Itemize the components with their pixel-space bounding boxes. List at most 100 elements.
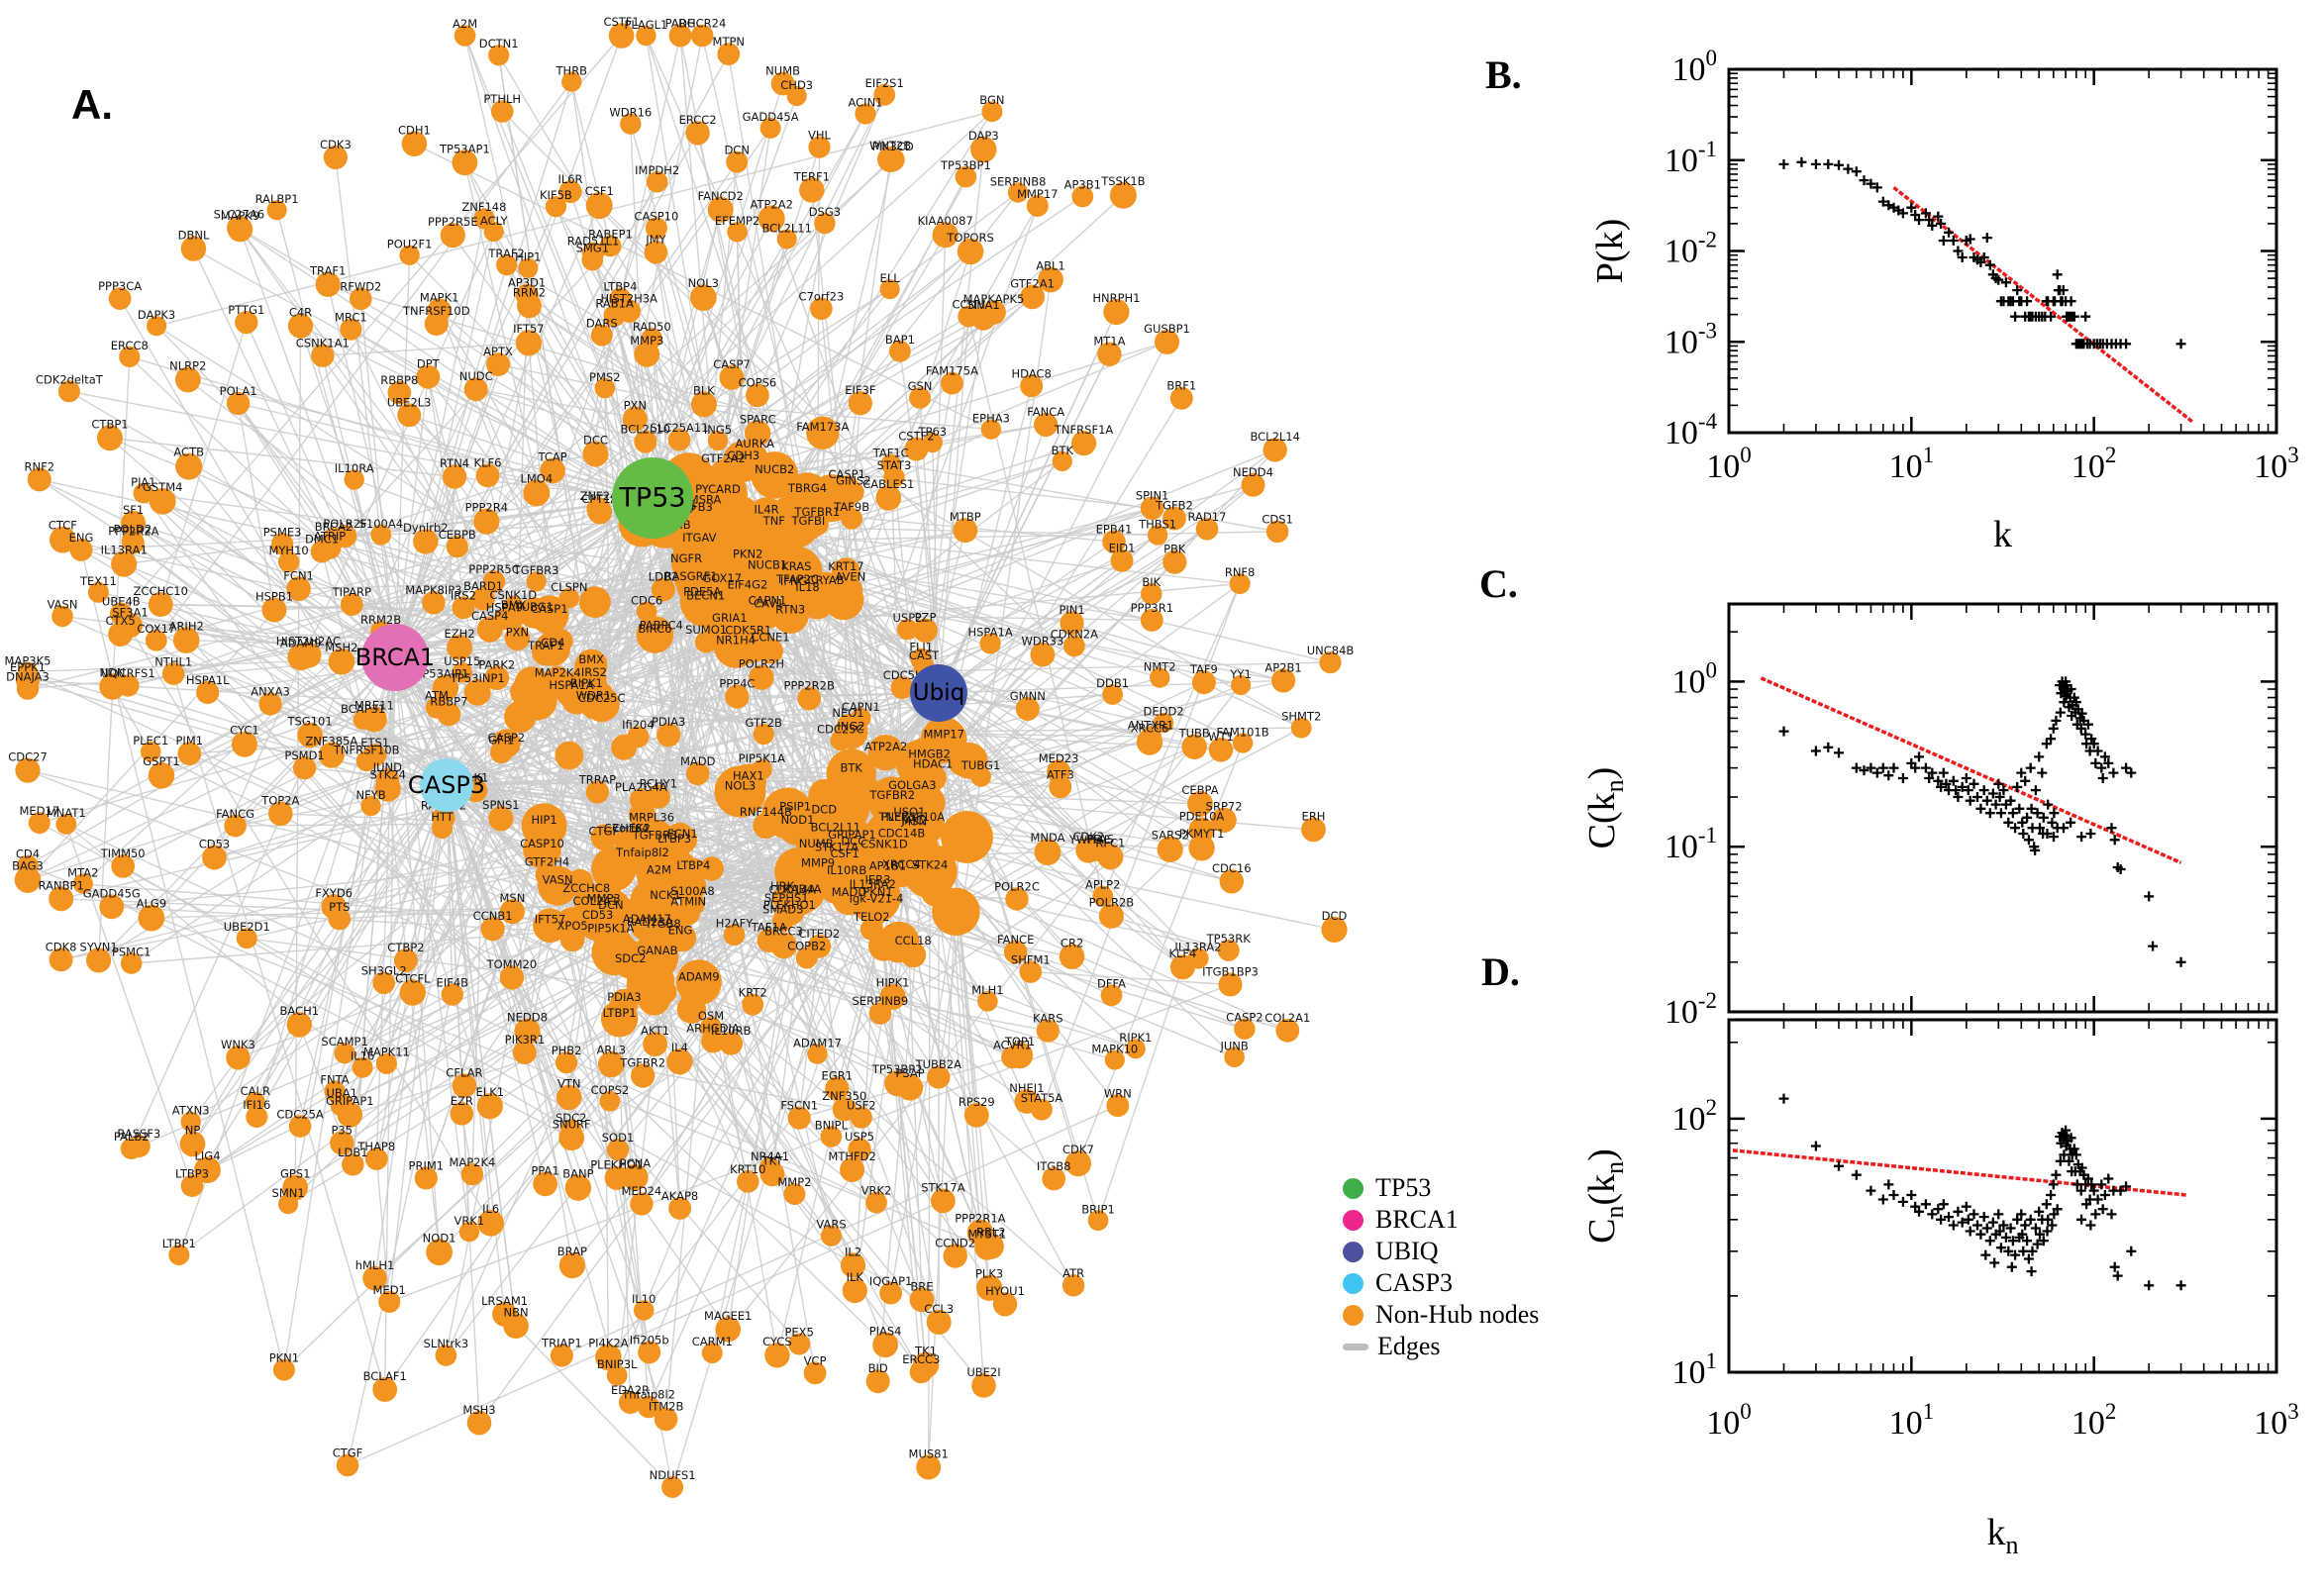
network-edge	[640, 601, 707, 800]
legend-label: CASP3	[1375, 1268, 1454, 1297]
data-point	[2175, 339, 2186, 349]
data-point	[1888, 762, 1899, 773]
data-point	[1938, 1199, 1949, 1210]
network-edge	[1042, 653, 1164, 724]
legend-label: UBIQ	[1375, 1237, 1439, 1265]
data-point	[1914, 751, 1924, 762]
plot-B: 100 101 102 103 100 10-1 10-2 10-3 10-4 k P(k)	[1589, 46, 2299, 555]
network-edge	[334, 513, 682, 1092]
legend-item-ubiq: UBIQ	[1343, 1236, 1539, 1267]
data-point	[1883, 1179, 1894, 1190]
network-edge	[849, 897, 1235, 1058]
data-point	[2022, 812, 2033, 823]
panel-label-a: A.	[71, 81, 113, 128]
data-point	[2112, 1270, 2123, 1281]
fit-line	[1732, 1148, 2186, 1197]
network-edge	[155, 111, 993, 327]
plot-D: 100 101 102 103 102 101 kn Cn(kn)	[1581, 1018, 2299, 1559]
network-edge	[439, 309, 654, 499]
data-point	[1953, 792, 1964, 802]
data-point	[1778, 158, 1789, 169]
data-point	[2048, 1179, 2059, 1190]
data-point	[2034, 751, 2045, 762]
axis-tick-label: 102	[2071, 443, 2117, 485]
legend-item-tp53: TP53	[1343, 1172, 1539, 1204]
axis-tick-label: 101	[1889, 443, 1935, 485]
network-edge	[361, 678, 558, 1068]
node-swatch-icon	[1343, 1177, 1364, 1199]
data-point	[2030, 785, 2041, 796]
data-point	[1897, 773, 1908, 783]
data-point	[2066, 817, 2076, 828]
network-edge	[1110, 829, 1202, 917]
data-point	[1778, 726, 1789, 737]
data-point	[2047, 817, 2058, 828]
network-edge	[446, 784, 517, 1327]
data-point	[2175, 956, 2186, 967]
data-point	[2106, 1209, 2117, 1220]
legend-item-casp3: CASP3	[1343, 1267, 1539, 1299]
network-edge	[207, 691, 371, 807]
axis-ticks	[1727, 67, 2278, 435]
plot-frame	[1727, 67, 2278, 435]
axis-tick-label: 10-4	[1665, 409, 1718, 451]
network-edge	[786, 250, 971, 814]
axis-tick-label: 10-3	[1665, 318, 1717, 360]
network-edge	[247, 938, 665, 993]
network-node	[725, 496, 758, 530]
data-point	[1948, 1220, 1959, 1231]
data-point	[1871, 767, 1882, 778]
data-point	[1980, 1249, 1991, 1260]
network-edge	[188, 465, 448, 786]
data-point	[1810, 746, 1821, 756]
network-edge	[27, 864, 988, 1248]
network-edge	[692, 871, 771, 1169]
panel-label-b: B.	[1485, 52, 1522, 97]
network-edge	[347, 1200, 944, 1466]
data-point	[1969, 778, 1979, 789]
data-point	[1993, 778, 2004, 789]
network-edge	[388, 983, 1231, 1303]
network-edge	[27, 245, 612, 881]
scatter-points	[1778, 676, 2186, 967]
network-edge	[463, 161, 654, 499]
network-edge	[394, 264, 508, 658]
network-edge	[394, 656, 612, 1065]
data-point	[1796, 156, 1807, 167]
scatter-points	[1778, 156, 2186, 349]
axis-tick-label: 10-1	[1665, 823, 1717, 865]
network-edge	[798, 946, 820, 1119]
data-point	[1834, 159, 1844, 170]
data-point	[2012, 781, 2023, 792]
network-edge	[123, 563, 448, 786]
data-point	[2126, 1246, 2137, 1256]
network-edge	[39, 478, 134, 543]
network-edge	[155, 325, 596, 603]
data-point	[1834, 1160, 1844, 1171]
network-edge	[557, 678, 930, 768]
network-edge	[300, 325, 654, 499]
network-edge	[653, 980, 749, 1182]
network-edge	[938, 692, 1222, 750]
network-edge	[913, 736, 1152, 829]
data-point	[1810, 1141, 1821, 1151]
network-edge	[679, 889, 873, 1209]
network-edge	[938, 559, 1123, 694]
data-point	[1995, 808, 2006, 819]
data-point	[2051, 1169, 2062, 1180]
network-edge	[648, 896, 875, 1408]
data-point	[2059, 823, 2069, 834]
axis-title-y: C(kn)	[1581, 767, 1629, 849]
network-edge	[238, 403, 396, 658]
axis-tick-label: 10-2	[1665, 228, 1717, 270]
network-edge	[383, 460, 1063, 984]
panel-label-c: C.	[1479, 561, 1518, 606]
data-point	[2096, 762, 2107, 773]
data-point	[2006, 1261, 2017, 1272]
network-edge	[335, 156, 396, 658]
data-point	[2022, 296, 2033, 307]
network-edge	[294, 326, 302, 1188]
network-edge	[214, 692, 940, 858]
network-edge	[172, 673, 386, 1390]
